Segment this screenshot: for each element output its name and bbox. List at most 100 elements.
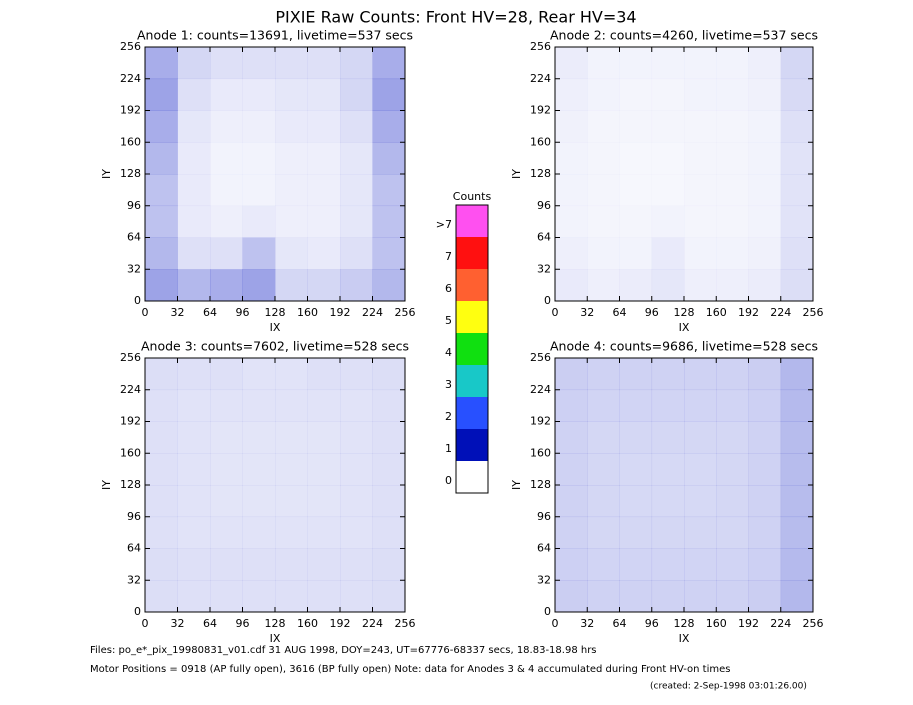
density-cell: [372, 548, 406, 581]
density-cell: [307, 389, 341, 422]
density-cell: [716, 174, 749, 207]
density-cell: [619, 205, 653, 238]
density-cell: [555, 580, 588, 613]
density-cell: [210, 142, 243, 175]
density-cell: [275, 421, 308, 454]
density-cell: [684, 580, 717, 613]
density-cell: [210, 453, 243, 486]
panel-title: Anode 3: counts=7602, livetime=528 secs: [141, 339, 409, 354]
density-cell: [372, 205, 406, 238]
density-cell: [684, 174, 717, 207]
density-cell: [340, 142, 373, 175]
density-cell: [780, 358, 814, 391]
density-cell: [684, 78, 717, 111]
y-axis-label: IY: [510, 480, 523, 490]
density-cell: [684, 421, 717, 454]
density-cell: [587, 516, 620, 549]
x-tick-label: 96: [645, 306, 659, 319]
density-cell: [242, 516, 276, 549]
density-cell: [619, 516, 653, 549]
y-tick-label: 160: [120, 135, 141, 148]
density-cell: [210, 110, 243, 143]
density-cell: [619, 485, 653, 518]
density-cell: [145, 237, 178, 270]
density-cell: [242, 205, 276, 238]
density-cell: [619, 548, 653, 581]
density-cell: [780, 485, 814, 518]
y-tick-label: 96: [127, 199, 141, 212]
density-cell: [307, 237, 341, 270]
density-cell: [210, 237, 243, 270]
density-cell: [748, 78, 782, 111]
density-cell: [780, 269, 814, 302]
density-cell: [177, 389, 211, 422]
density-cell: [340, 485, 373, 518]
density-cell: [145, 142, 178, 175]
density-cell: [145, 421, 178, 454]
density-cell: [145, 78, 178, 111]
density-cell: [587, 78, 620, 111]
x-tick-label: 192: [738, 306, 759, 319]
density-cell: [684, 142, 717, 175]
density-cell: [716, 389, 749, 422]
x-tick-label: 256: [395, 617, 416, 630]
colorbar-label: 0: [445, 474, 452, 487]
density-cell: [619, 453, 653, 486]
y-tick-label: 0: [544, 605, 551, 618]
density-cell: [619, 269, 653, 302]
density-cell: [307, 516, 341, 549]
density-cell: [275, 358, 308, 391]
density-cell: [275, 47, 308, 80]
density-cell: [177, 485, 211, 518]
density-cell: [307, 269, 341, 302]
density-cell: [177, 237, 211, 270]
density-cell: [177, 174, 211, 207]
density-cell: [340, 421, 373, 454]
density-cell: [716, 485, 749, 518]
x-tick-label: 192: [330, 306, 351, 319]
density-cell: [587, 174, 620, 207]
density-cell: [307, 47, 341, 80]
density-cell: [716, 110, 749, 143]
density-cell: [242, 485, 276, 518]
density-cell: [177, 421, 211, 454]
density-cell: [780, 548, 814, 581]
density-cell: [210, 47, 243, 80]
density-cell: [684, 237, 717, 270]
density-cell: [652, 142, 685, 174]
density-cell: [307, 580, 341, 613]
x-tick-label: 160: [297, 617, 318, 630]
density-cell: [716, 358, 749, 391]
x-tick-label: 224: [770, 617, 791, 630]
density-cell: [587, 389, 620, 422]
density-cell: [372, 142, 406, 175]
density-cell: [340, 110, 373, 143]
density-cell: [372, 421, 406, 454]
x-tick-label: 96: [645, 617, 659, 630]
density-cell: [780, 174, 814, 207]
colorbar-swatch: [456, 333, 488, 365]
colorbar-swatch: [456, 205, 488, 237]
x-tick-label: 224: [362, 617, 383, 630]
density-cell: [242, 389, 276, 422]
density-cell: [748, 142, 782, 175]
density-cell: [145, 174, 178, 207]
density-cell: [651, 47, 685, 80]
panel-title: Anode 4: counts=9686, livetime=528 secs: [550, 339, 818, 354]
density-cell: [555, 548, 588, 581]
y-tick-label: 32: [537, 262, 551, 275]
density-cell: [780, 580, 814, 613]
density-cell: [275, 174, 308, 207]
colorbar-swatch: [456, 301, 488, 333]
density-cell: [340, 78, 373, 111]
y-tick-label: 0: [134, 294, 141, 307]
density-cell: [651, 358, 685, 391]
y-tick-label: 64: [537, 542, 551, 555]
y-tick-label: 256: [530, 351, 551, 364]
density-cell: [716, 78, 749, 111]
density-cell: [684, 47, 717, 80]
density-cell: [242, 421, 276, 454]
density-cell: [275, 580, 308, 613]
density-cell: [210, 580, 243, 613]
x-axis-label: IX: [679, 321, 690, 334]
